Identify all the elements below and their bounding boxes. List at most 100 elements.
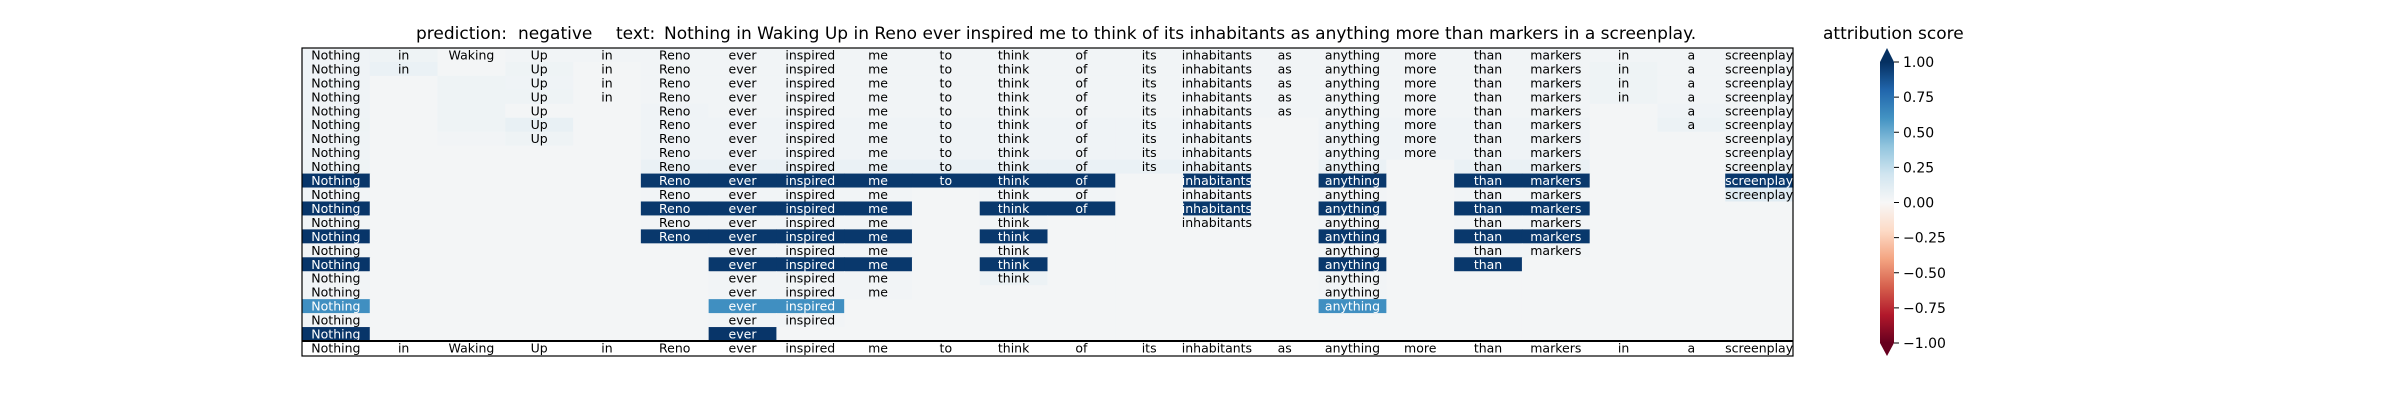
heatmap-cell [505,89,574,105]
heatmap-cell-label: anything [1325,285,1380,300]
heatmap-cell [1115,48,1184,63]
heatmap-cell-label: think [998,271,1030,286]
heatmap-cell [302,243,371,258]
heatmap-cell [1047,48,1116,63]
heatmap-cell-label: Up [531,131,548,146]
heatmap-cell [1589,159,1659,175]
heatmap-cell [1115,285,1184,300]
heatmap-cell [1454,117,1523,133]
heatmap-cell [1589,299,1659,314]
heatmap-cell [302,145,371,161]
heatmap-cell-label: inhabitants [1182,173,1252,188]
heatmap-cell [369,187,439,203]
heatmap-cell [1589,285,1659,300]
heatmap-cell [1657,145,1726,161]
heatmap-cell [640,173,710,189]
heatmap-cell [1454,201,1523,217]
heatmap-cell [1386,173,1455,189]
heatmap-cell [1657,243,1726,258]
heatmap-cell [776,299,845,314]
heatmap-cell [640,48,710,63]
heatmap-cell [844,271,913,286]
heatmap-cell-label: more [1404,89,1437,104]
heatmap-cell-label: markers [1530,229,1581,244]
heatmap-cell [505,159,574,175]
heatmap-cell [1115,117,1184,133]
heatmap-cell [369,145,439,161]
heatmap-cell-label: anything [1325,173,1380,188]
heatmap-cell [1250,285,1320,300]
heatmap-cell [1386,257,1455,272]
colorbar-max-extension [1880,48,1894,62]
heatmap-cell-label: ever [729,201,758,216]
heatmap-cell [708,48,778,63]
heatmap-cell-label: to [940,75,953,90]
heatmap-cell [1047,187,1116,203]
heatmap-cell-label: Nothing [311,327,360,342]
heatmap-cell [708,271,778,286]
heatmap-cell [573,187,642,203]
heatmap-cell [1047,229,1116,244]
heatmap-cell-label: inhabitants [1182,131,1252,146]
heatmap-cell-label: markers [1530,117,1581,132]
heatmap-cell [1250,313,1320,328]
heatmap-cell-label: screenplay [1725,173,1794,188]
heatmap-cell [1589,89,1659,105]
heatmap-cell [505,257,574,272]
heatmap-cell [1115,61,1184,77]
heatmap-cell [1589,257,1659,272]
heatmap-cell [1183,187,1252,203]
heatmap-cell-label: than [1474,159,1502,174]
heatmap-cell-label: inspired [785,201,835,216]
heatmap-cell [1250,145,1320,161]
heatmap-cell [640,187,710,203]
input-token-label: ever [729,341,758,356]
heatmap-cell [1183,75,1252,91]
heatmap-cell [1183,89,1252,105]
heatmap-cell-label: inhabitants [1182,47,1252,62]
heatmap-cell-label: inhabitants [1182,215,1252,230]
heatmap-cell [776,117,845,133]
heatmap-cell [776,103,845,119]
heatmap-cell [640,75,710,91]
heatmap-cell [1454,187,1523,203]
heatmap-cell [302,327,371,342]
heatmap-cell [1183,271,1252,286]
heatmap-cell [844,48,913,63]
heatmap-cell-label: think [998,201,1030,216]
heatmap-cell [1657,75,1726,91]
heatmap-cell [1589,187,1659,203]
heatmap-cell-label: anything [1325,229,1380,244]
colorbar-ticks: 1.00 0.75 0.50 0.25 0.00 −0.25 −0.50 −0.75 −1.00 [1894,55,1946,352]
heatmap-cell [302,187,371,203]
heatmap-cell [1386,271,1455,286]
heatmap-cell [979,243,1049,258]
heatmap-cell [369,117,439,133]
heatmap-cell [1047,117,1116,133]
colorbar-tick-label: −0.75 [1903,301,1946,317]
heatmap-cell-label: of [1075,61,1088,76]
heatmap-cell [302,131,371,147]
heatmap-cell [708,201,778,217]
heatmap-cell [1250,243,1320,258]
heatmap-cell-label: markers [1530,75,1581,90]
heatmap-cell-label: inhabitants [1182,89,1252,104]
heatmap-cell-label: more [1404,131,1437,146]
heatmap-cell [640,103,710,119]
heatmap-cell [979,215,1049,230]
heatmap-cell-label: inspired [785,173,835,188]
heatmap-cell-label: screenplay [1725,187,1794,202]
heatmap-cell [302,89,371,105]
heatmap-cell-label: Nothing [311,271,360,286]
heatmap-cell-label: its [1142,159,1157,174]
heatmap-cell [979,131,1049,147]
heatmap-cell [1725,201,1794,217]
heatmap-cell [573,117,642,133]
heatmap-cell [1386,299,1455,314]
heatmap-cell-label: think [998,103,1030,118]
heatmap-cell [1657,187,1726,203]
heatmap-cell [369,173,439,189]
title-text-label: text: [616,24,655,44]
heatmap-cell-label: in [1618,47,1629,62]
heatmap-cell-label: more [1404,75,1437,90]
